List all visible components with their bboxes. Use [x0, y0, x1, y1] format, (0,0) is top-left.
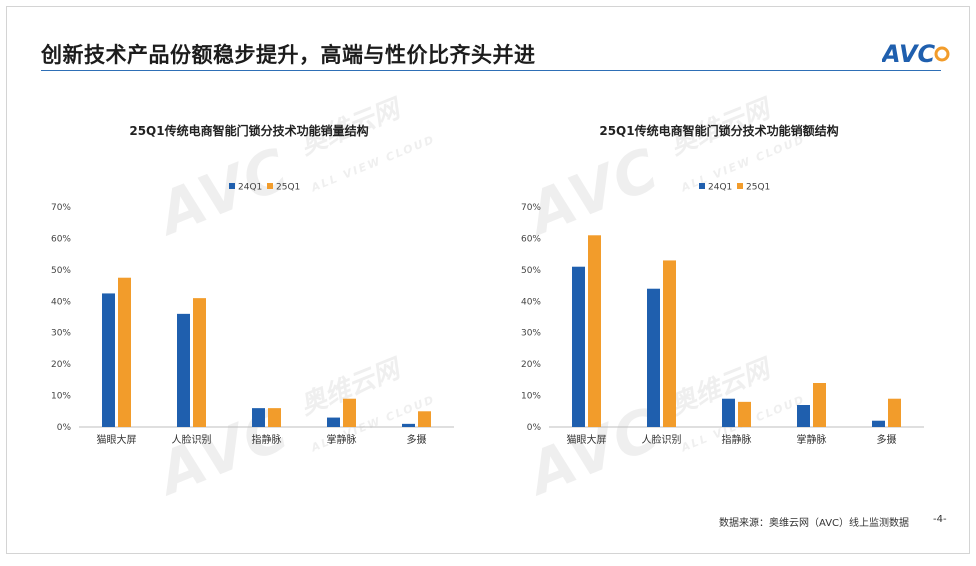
bar [572, 266, 585, 427]
bar [177, 313, 190, 427]
data-source-note: 数据来源：奥维云网（AVC）线上监测数据 [719, 518, 910, 529]
bar [588, 235, 601, 427]
y-tick-label: 10% [51, 392, 71, 402]
y-tick-label: 70% [51, 203, 71, 213]
x-tick-label: 人脸识别 [172, 433, 212, 446]
y-tick-label: 70% [521, 203, 541, 213]
y-tick-label: 20% [521, 360, 541, 370]
bar [327, 417, 340, 427]
legend-label: 24Q1 [708, 183, 732, 193]
bar [888, 398, 901, 427]
y-tick-label: 0% [527, 423, 542, 433]
chart-title: 25Q1传统电商智能门锁分技术功能销量结构 [129, 123, 368, 138]
legend-label: 24Q1 [238, 183, 262, 193]
slide: 创新技术产品份额稳步提升，高端与性价比齐头并进 AVC AVC 奥维云网 ALL… [6, 6, 970, 554]
x-tick-label: 指静脉 [722, 433, 752, 446]
bar [193, 298, 206, 427]
x-tick-label: 指静脉 [252, 433, 282, 446]
bar [343, 398, 356, 427]
x-tick-label: 掌静脉 [327, 433, 357, 446]
sales-amount-chart-svg: 25Q1传统电商智能门锁分技术功能销额结构 24Q1 25Q1 0% 10% 20% 30%… [521, 123, 924, 446]
x-tick-label: 猫眼大屏 [97, 433, 137, 446]
bar [663, 260, 676, 427]
logo-text: AVC [882, 40, 936, 68]
chart-title: 25Q1传统电商智能门锁分技术功能销额结构 [599, 123, 838, 138]
bar [268, 408, 281, 427]
x-tick-label: 猫眼大屏 [567, 433, 607, 446]
y-tick-label: 40% [51, 297, 71, 307]
bar [722, 398, 735, 427]
bar [813, 383, 826, 427]
y-tick-label: 60% [521, 234, 541, 244]
bar [872, 420, 885, 427]
legend-label: 25Q1 [746, 183, 770, 193]
bar [402, 423, 415, 427]
bar [797, 405, 810, 427]
x-tick-label: 掌静脉 [797, 433, 827, 446]
y-tick-label: 60% [51, 234, 71, 244]
bar [102, 293, 115, 427]
page-number: -4- [933, 514, 947, 525]
avc-logo-icon: AVC [882, 40, 950, 68]
y-tick-label: 30% [521, 329, 541, 339]
bar [738, 401, 751, 427]
logo-ring [934, 46, 950, 62]
y-tick-label: 40% [521, 297, 541, 307]
sales-volume-chart-svg: 25Q1传统电商智能门锁分技术功能销量结构 24Q1 25Q1 0% 10% 20% 30%… [51, 123, 454, 446]
legend-swatch [267, 183, 273, 189]
y-tick-label: 0% [57, 423, 72, 433]
y-tick-label: 20% [51, 360, 71, 370]
x-tick-label: 人脸识别 [642, 433, 682, 446]
legend-label: 25Q1 [276, 183, 300, 193]
legend-swatch [699, 183, 705, 189]
y-tick-label: 50% [521, 266, 541, 276]
bar [252, 408, 265, 427]
x-tick-label: 多摄 [407, 433, 427, 446]
y-tick-label: 10% [521, 392, 541, 402]
bar [118, 277, 131, 427]
page-title: 创新技术产品份额稳步提升，高端与性价比齐头并进 [41, 43, 536, 67]
sales-amount-chart: 25Q1传统电商智能门锁分技术功能销额结构 24Q1 25Q1 0% 10% 20% 30%… [499, 107, 939, 467]
bar [647, 288, 660, 427]
legend-swatch [229, 183, 235, 189]
y-tick-label: 30% [51, 329, 71, 339]
x-tick-label: 多摄 [877, 433, 897, 446]
legend-swatch [737, 183, 743, 189]
bar [418, 411, 431, 427]
y-tick-label: 50% [51, 266, 71, 276]
sales-volume-chart: 25Q1传统电商智能门锁分技术功能销量结构 24Q1 25Q1 0% 10% 20% 30%… [29, 107, 469, 467]
title-divider [41, 70, 941, 71]
